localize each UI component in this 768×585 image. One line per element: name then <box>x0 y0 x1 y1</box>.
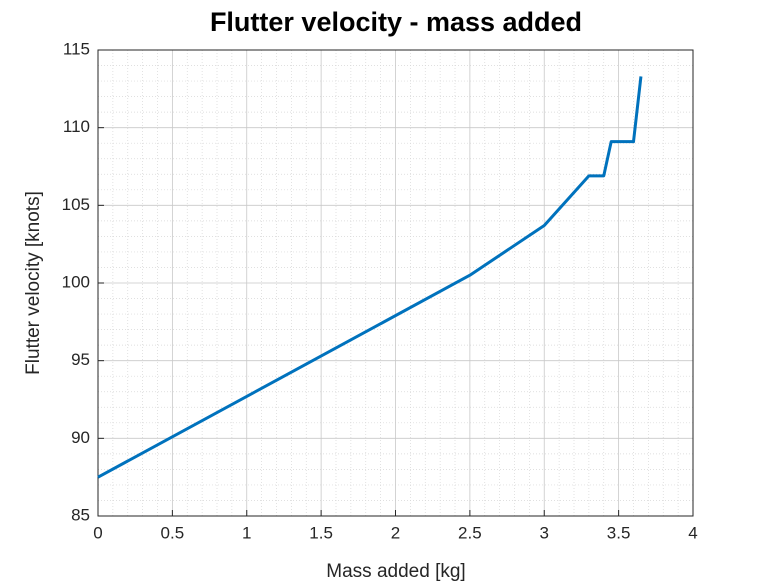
y-tick-label: 110 <box>63 117 90 136</box>
y-tick-label: 90 <box>71 428 90 447</box>
y-tick-label: 105 <box>62 195 90 214</box>
x-tick-label: 3 <box>540 523 549 542</box>
chart-title: Flutter velocity - mass added <box>210 7 582 37</box>
y-tick-label: 115 <box>63 39 90 58</box>
x-tick-label: 4 <box>688 523 697 542</box>
x-tick-label: 1.5 <box>309 523 333 542</box>
x-tick-label: 0.5 <box>161 523 185 542</box>
x-tick-label: 2 <box>391 523 400 542</box>
x-tick-label: 3.5 <box>607 523 631 542</box>
data-line <box>97 76 643 479</box>
x-tick-label: 2.5 <box>458 523 482 542</box>
x-tick-label: 0 <box>93 523 102 542</box>
y-tick-label: 85 <box>71 505 90 524</box>
x-tick-label: 1 <box>242 523 251 542</box>
x-axis-label: Mass added [kg] <box>326 561 465 582</box>
y-tick-label: 95 <box>71 350 90 369</box>
y-axis-label: Flutter velocity [knots] <box>23 191 44 375</box>
axes-box <box>97 49 694 517</box>
y-tick-label: 100 <box>62 272 90 291</box>
